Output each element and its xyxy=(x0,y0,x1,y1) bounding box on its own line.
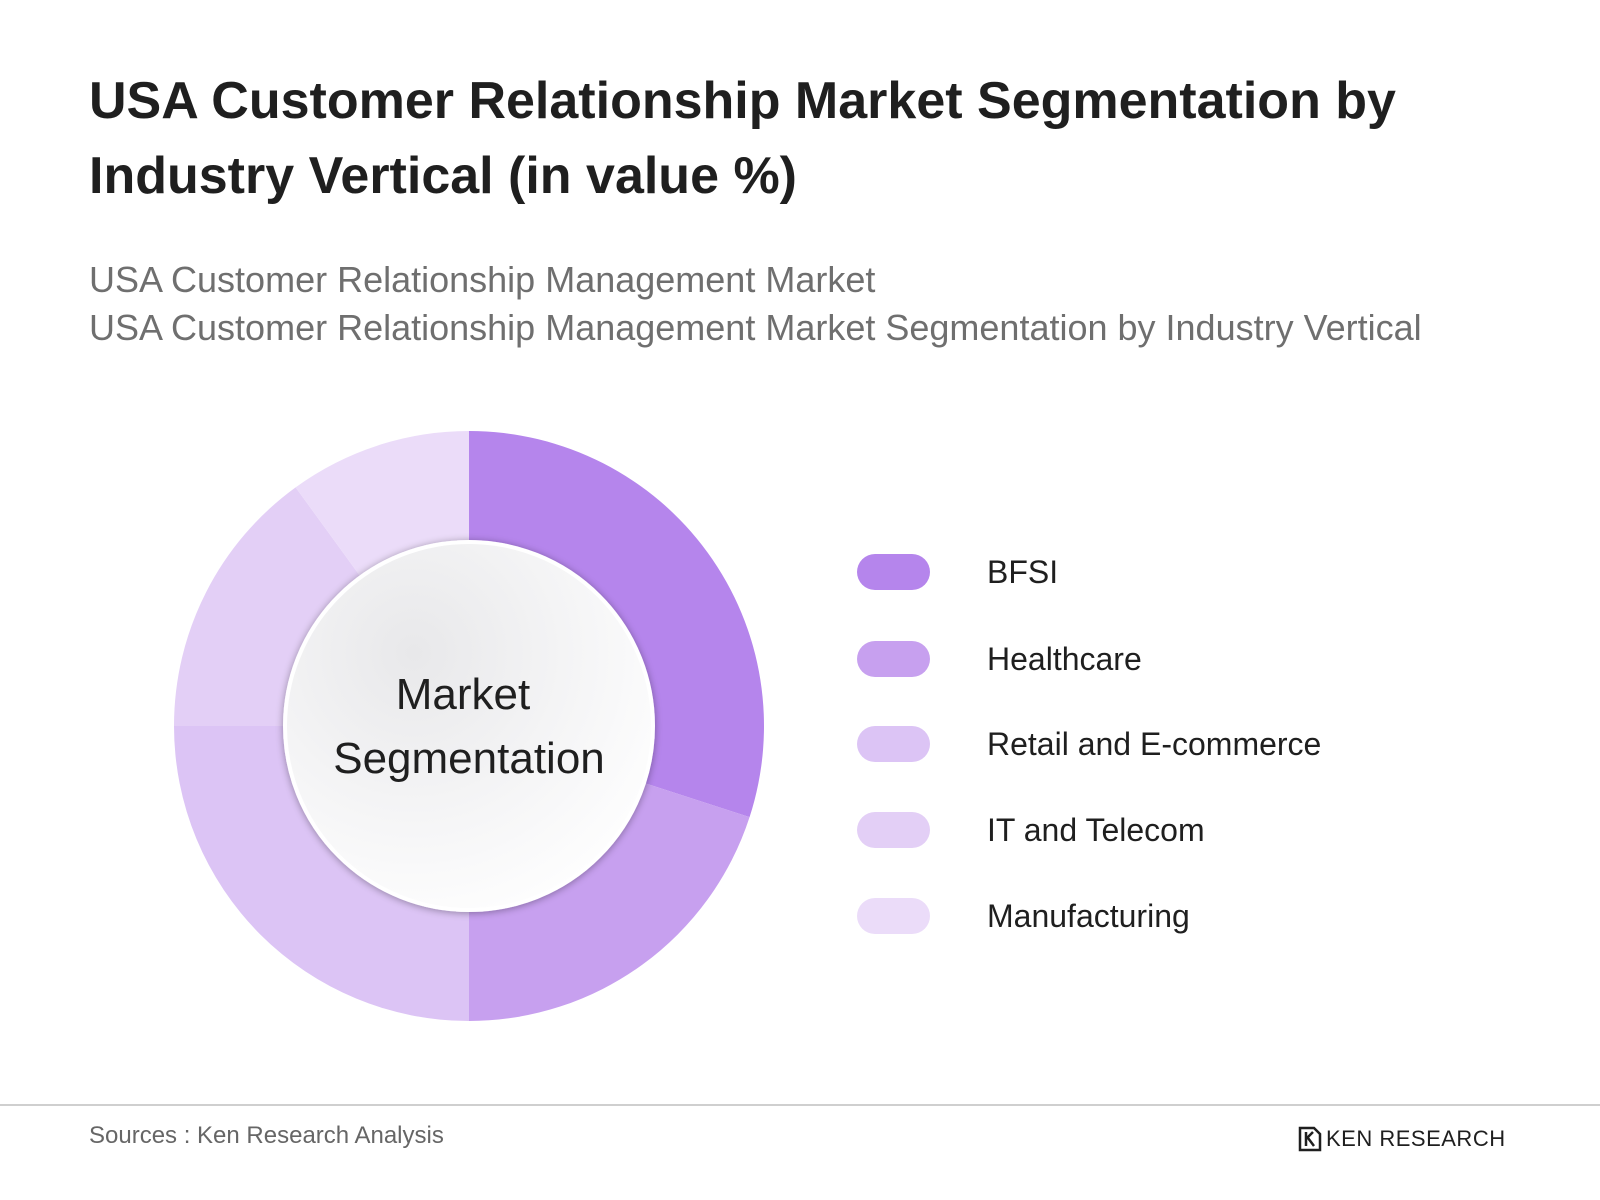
legend-swatch-bfsi xyxy=(857,554,930,590)
legend-item-healthcare: Healthcare xyxy=(857,639,1477,679)
subtitle-line-1: USA Customer Relationship Management Mar… xyxy=(89,259,876,300)
legend-item-retail-and-e-commerce: Retail and E-commerce xyxy=(857,724,1477,764)
chart-subtitle: USA Customer Relationship Management Mar… xyxy=(89,256,1569,352)
legend-swatch-retail-and-e-commerce xyxy=(857,726,930,762)
legend-swatch-manufacturing xyxy=(857,898,930,934)
chart-title: USA Customer Relationship Market Segment… xyxy=(89,72,1396,205)
legend-label-healthcare: Healthcare xyxy=(987,641,1142,677)
ken-research-logo-icon xyxy=(1298,1126,1322,1152)
slice-it-and-telecom xyxy=(174,487,367,726)
legend-label-retail-and-e-commerce: Retail and E-commerce xyxy=(987,726,1322,762)
source-note: Sources : Ken Research Analysis xyxy=(89,1122,444,1149)
donut-center xyxy=(283,540,655,912)
brand-name: KEN RESEARCH xyxy=(1326,1126,1506,1151)
center-label-line-2: Segmentation xyxy=(333,734,605,783)
slice-retail-and-e-commerce xyxy=(174,726,469,1021)
legend-item-bfsi: BFSI xyxy=(857,552,1477,592)
center-label-line-1: Market xyxy=(396,670,530,719)
subtitle-line-2: USA Customer Relationship Management Mar… xyxy=(89,307,1422,348)
footer-divider xyxy=(0,1104,1600,1106)
legend-swatch-healthcare xyxy=(857,641,930,677)
brand-logo: KEN RESEARCH xyxy=(1298,1124,1518,1154)
legend-label-bfsi: BFSI xyxy=(987,554,1059,590)
legend-label-it-and-telecom: IT and Telecom xyxy=(987,812,1205,848)
slice-healthcare xyxy=(469,780,750,1021)
legend-swatch-it-and-telecom xyxy=(857,812,930,848)
legend-item-manufacturing: Manufacturing xyxy=(857,896,1477,936)
legend-label-manufacturing: Manufacturing xyxy=(987,898,1190,934)
legend-item-it-and-telecom: IT and Telecom xyxy=(857,810,1477,850)
